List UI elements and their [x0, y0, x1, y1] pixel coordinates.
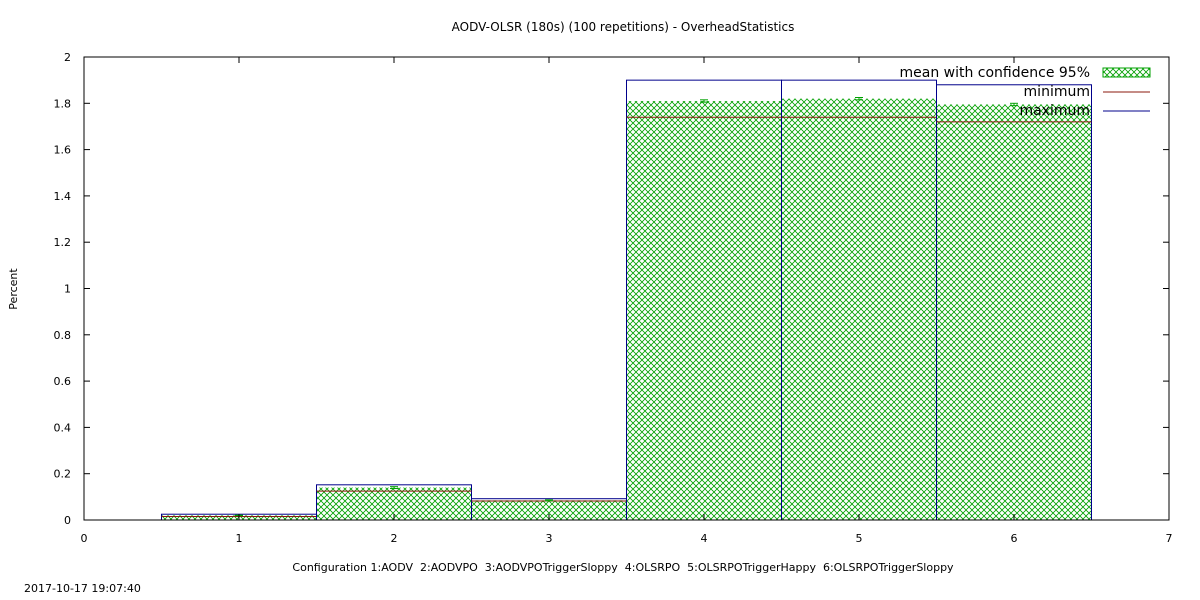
legend-label-maximum: maximum [1019, 103, 1090, 119]
y-tick-label: 1.2 [54, 236, 72, 249]
y-tick-label: 0.2 [54, 468, 72, 481]
x-tick-label: 2 [391, 532, 398, 545]
mean-bar-3 [471, 500, 627, 520]
mean-bar-5 [781, 98, 937, 521]
y-tick-label: 0.8 [54, 329, 72, 342]
x-axis-label: Configuration 1:AODV 2:AODVPO 3:AODVPOTr… [292, 561, 954, 574]
legend-label-minimum: minimum [1024, 84, 1090, 100]
y-tick-label: 0 [64, 514, 71, 527]
y-tick-label: 2 [64, 51, 71, 64]
y-axis-label: Percent [7, 268, 20, 310]
y-tick-label: 0.6 [54, 375, 72, 388]
y-tick-label: 1.8 [54, 97, 72, 110]
x-tick-label: 3 [546, 532, 553, 545]
x-axis-ticks: 0 1 2 3 4 5 6 7 [81, 57, 1173, 545]
x-tick-label: 5 [856, 532, 863, 545]
legend-swatch-mean [1102, 67, 1151, 78]
x-tick-label: 0 [81, 532, 88, 545]
x-tick-label: 7 [1166, 532, 1173, 545]
chart-title: AODV-OLSR (180s) (100 repetitions) - Ove… [452, 20, 795, 34]
y-tick-label: 0.4 [54, 421, 72, 434]
timestamp: 2017-10-17 19:07:40 [24, 582, 141, 595]
y-axis-ticks: 0 0.2 0.4 0.6 0.8 1 1.2 1.4 1.6 1.8 2 [54, 51, 1169, 527]
mean-bar-4 [626, 100, 782, 521]
y-tick-label: 1 [64, 283, 71, 296]
legend-label-mean: mean with confidence 95% [899, 65, 1090, 81]
x-tick-label: 4 [701, 532, 708, 545]
bars-layer [161, 98, 1092, 521]
x-tick-label: 1 [236, 532, 243, 545]
x-tick-label: 6 [1011, 532, 1018, 545]
y-tick-label: 1.6 [54, 144, 72, 157]
y-tick-label: 1.4 [54, 190, 72, 203]
legend: mean with confidence 95% minimum maximum [899, 65, 1151, 119]
mean-bar-6 [936, 104, 1092, 521]
